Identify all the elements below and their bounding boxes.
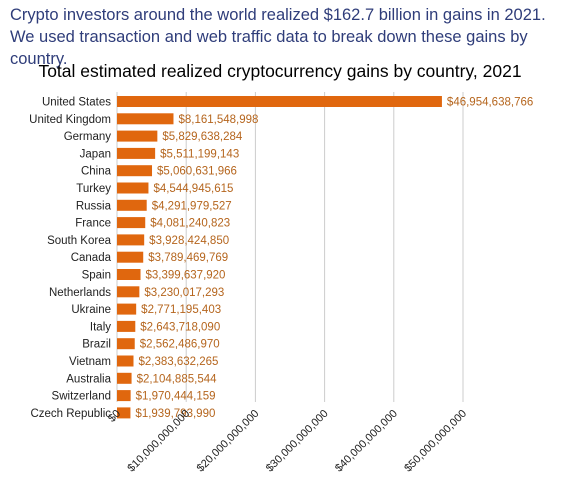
bar: [117, 113, 174, 125]
intro-text: Crypto investors around the world realiz…: [10, 6, 546, 68]
value-label: $4,081,240,823: [150, 218, 230, 230]
category-label: France: [75, 218, 111, 230]
value-label: $4,544,945,615: [153, 183, 233, 195]
bar: [117, 320, 136, 332]
value-label: $8,161,548,998: [178, 114, 258, 126]
bar: [117, 147, 156, 159]
category-label: Italy: [90, 321, 111, 333]
value-label: $5,829,638,284: [162, 131, 243, 143]
value-label: $46,954,638,766: [447, 97, 533, 109]
bar: [117, 355, 134, 367]
bar: [117, 390, 131, 402]
bar: [117, 234, 145, 246]
category-label: Brazil: [82, 339, 111, 351]
value-label: $5,511,199,143: [160, 148, 239, 160]
category-label: Australia: [66, 373, 111, 385]
bar: [117, 199, 147, 211]
x-tick-label: $40,000,000,000: [333, 408, 400, 475]
value-label: $5,060,631,966: [157, 166, 237, 178]
chart-title: Total estimated realized cryptocurrency …: [38, 61, 521, 81]
bar: [117, 130, 158, 142]
value-label: $3,928,424,850: [149, 235, 229, 247]
category-label: Turkey: [76, 183, 111, 195]
value-label: $2,562,486,970: [140, 339, 220, 351]
value-label: $3,789,469,769: [148, 252, 228, 264]
value-label: $2,771,195,403: [141, 304, 221, 316]
bar: [117, 165, 153, 177]
category-label: United States: [42, 97, 111, 109]
x-tick-label: $50,000,000,000: [402, 408, 469, 475]
bar: [117, 96, 442, 107]
bar: [117, 286, 140, 298]
category-label: Ukraine: [71, 304, 111, 316]
bar: [117, 269, 141, 280]
value-label: $3,230,017,293: [144, 287, 224, 299]
category-label: Japan: [80, 148, 111, 160]
bar: [117, 217, 146, 229]
bar: [117, 372, 132, 384]
bar: [117, 338, 135, 350]
category-label: Russia: [76, 200, 112, 212]
category-label: Vietnam: [69, 356, 111, 368]
category-label: Czech Republic: [30, 408, 111, 420]
bar: [117, 182, 149, 194]
category-label: Netherlands: [49, 287, 111, 299]
gridlines: [116, 92, 464, 402]
bar: [117, 303, 137, 315]
value-label: $2,104,885,544: [137, 373, 218, 385]
value-label: $3,399,637,920: [146, 270, 226, 282]
category-labels: United States United Kingdom Germany Japan C…: [29, 97, 111, 420]
bars: [117, 96, 442, 419]
category-label: South Korea: [47, 235, 112, 247]
value-label: $1,970,444,159: [136, 391, 216, 403]
category-label: China: [81, 166, 112, 178]
bar: [117, 407, 131, 419]
category-label: United Kingdom: [29, 114, 111, 126]
value-label: $2,383,632,265: [138, 356, 218, 368]
value-labels: $46,954,638,766 $8,161,548,998 $5,829,638,…: [135, 97, 533, 420]
category-label: Switzerland: [52, 391, 111, 403]
category-label: Canada: [71, 252, 112, 264]
value-label: $1,939,793,990: [135, 408, 215, 420]
value-label: $2,643,718,090: [140, 321, 220, 333]
category-label: Spain: [82, 270, 111, 282]
bar: [117, 251, 144, 263]
x-tick-label: $30,000,000,000: [264, 408, 331, 475]
value-label: $4,291,979,527: [152, 200, 232, 212]
category-label: Germany: [64, 131, 112, 143]
